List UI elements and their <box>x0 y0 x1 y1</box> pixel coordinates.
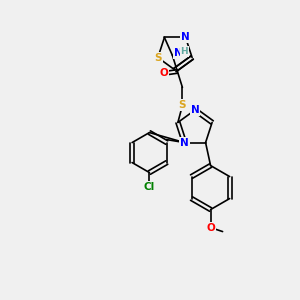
Text: S: S <box>154 52 162 63</box>
Text: N: N <box>174 48 183 59</box>
Text: N: N <box>190 105 200 115</box>
Text: O: O <box>206 223 215 232</box>
Text: H: H <box>181 47 188 56</box>
Text: O: O <box>159 68 168 78</box>
Text: N: N <box>181 32 190 42</box>
Text: Cl: Cl <box>144 182 155 192</box>
Text: N: N <box>180 138 189 148</box>
Text: S: S <box>179 100 186 110</box>
